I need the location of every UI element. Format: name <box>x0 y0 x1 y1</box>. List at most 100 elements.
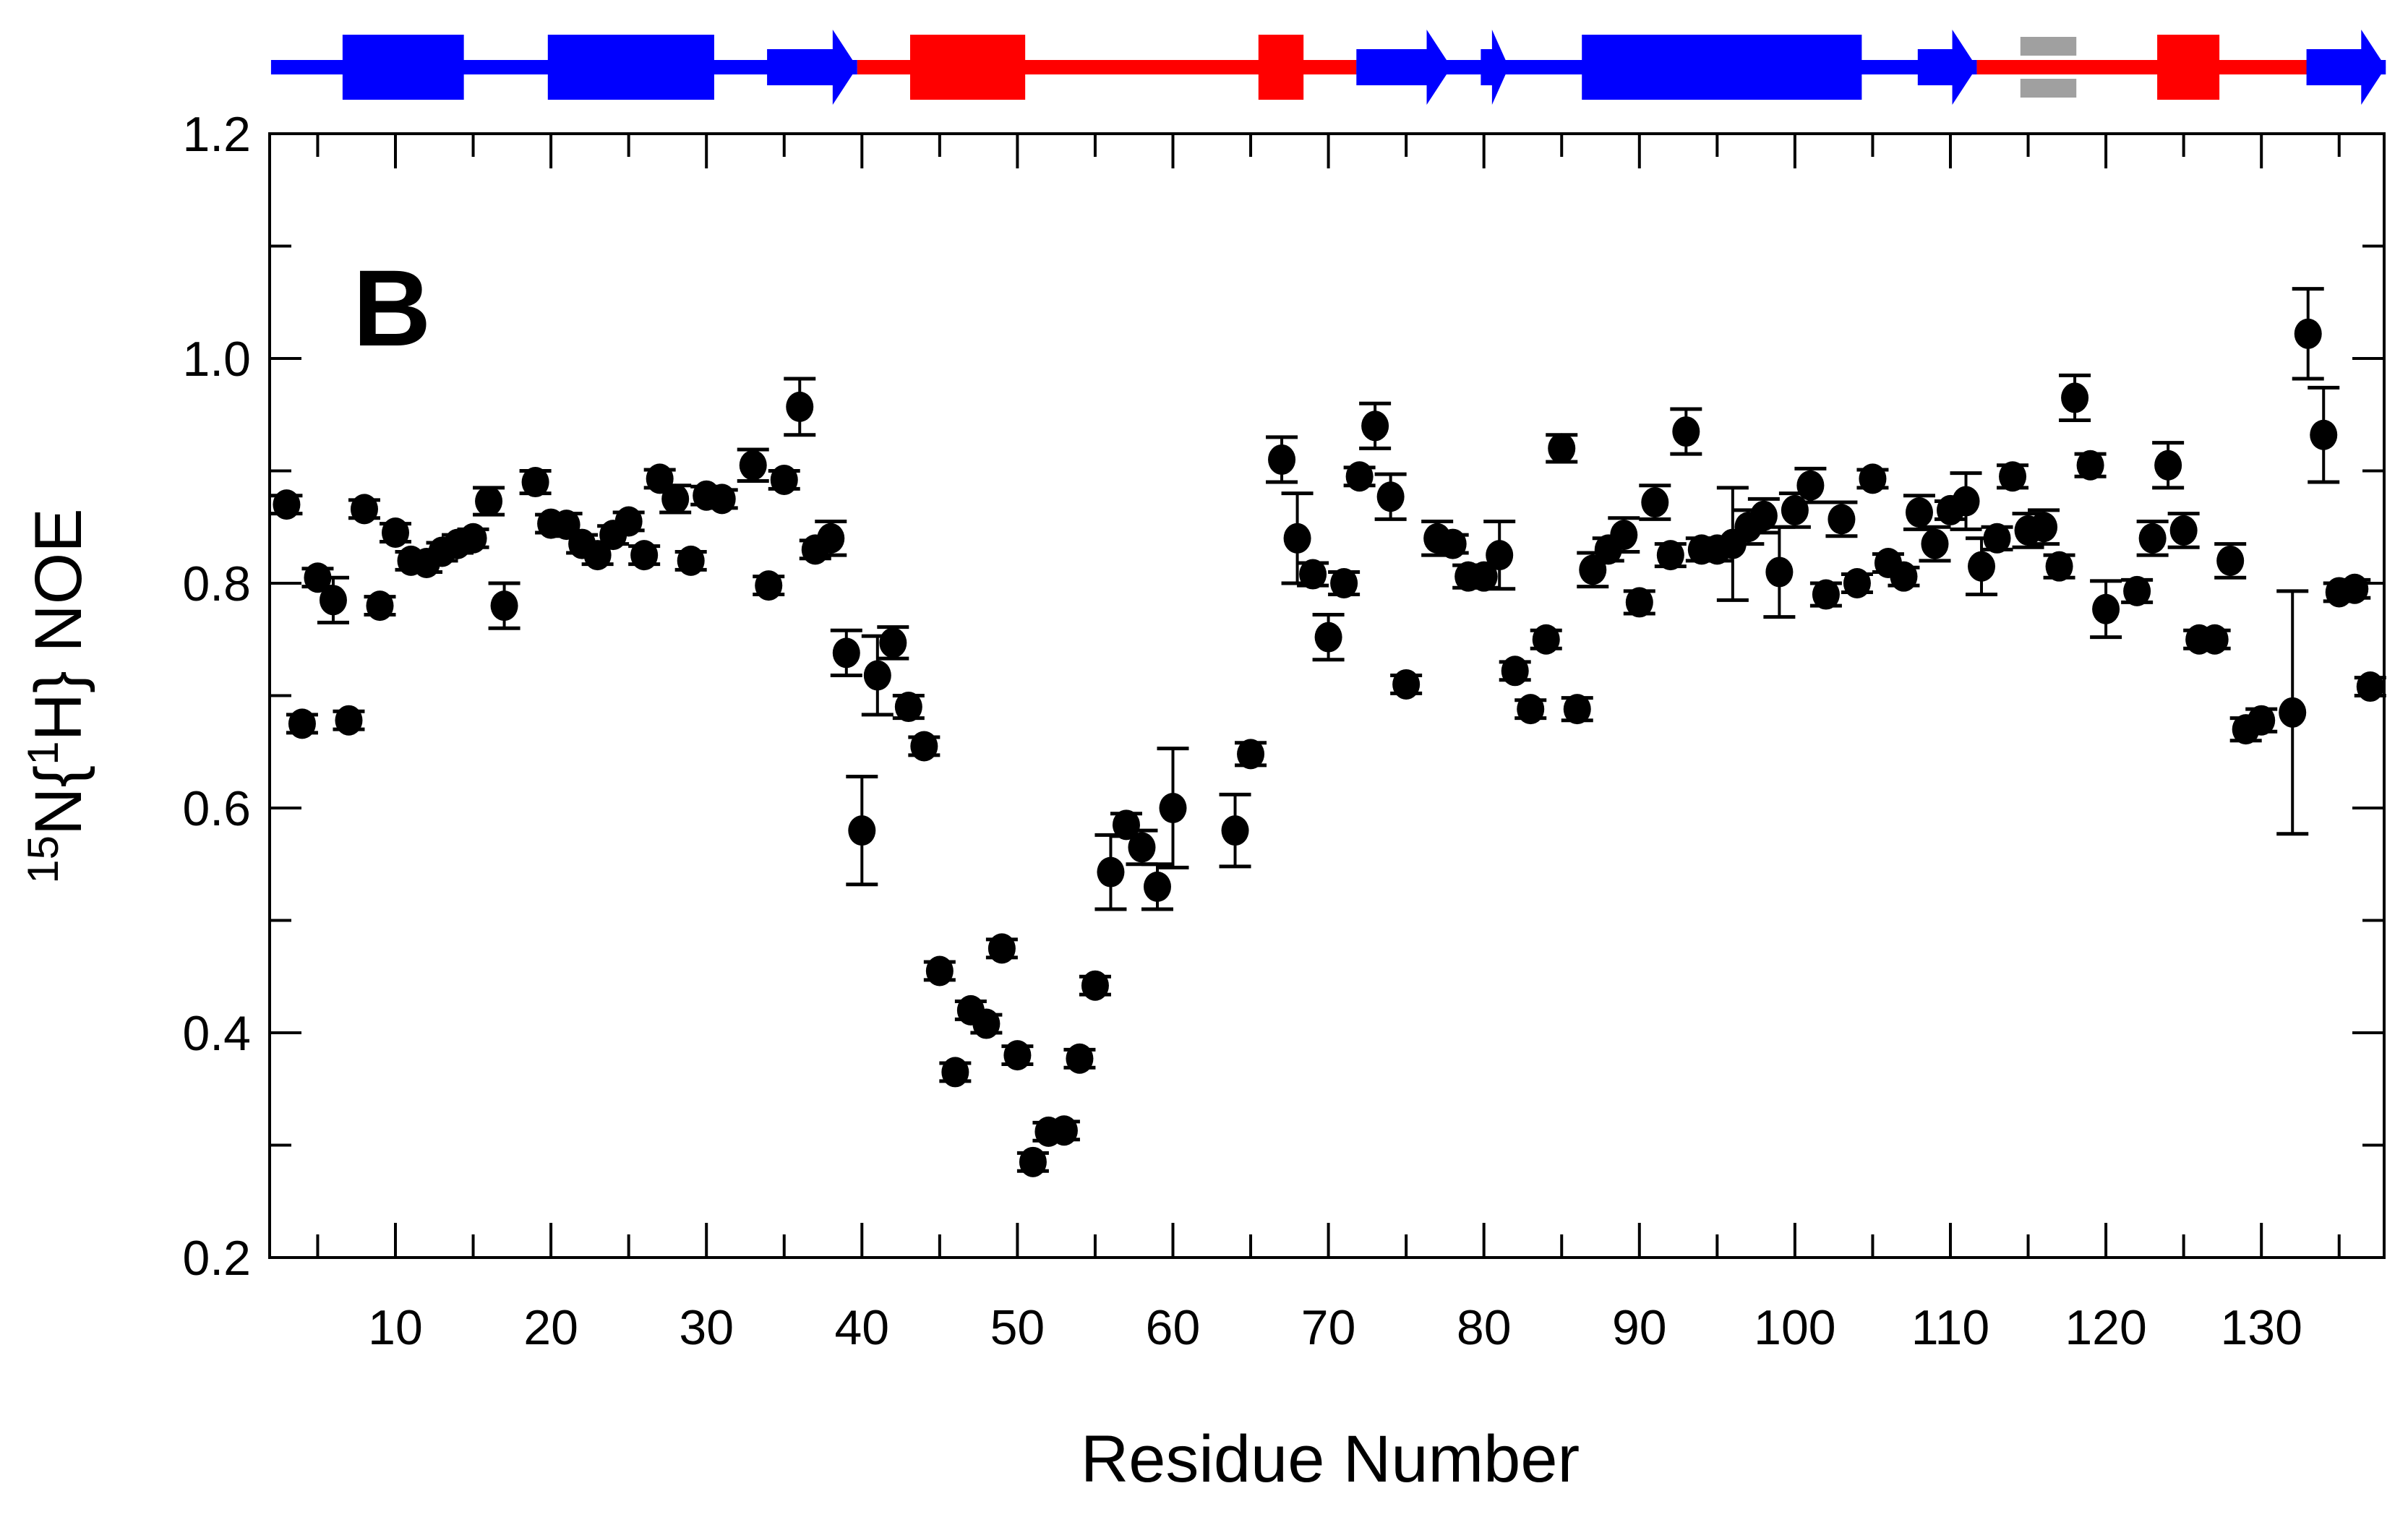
ss-coil-line <box>1976 60 2308 74</box>
marker-dot <box>1532 624 1560 655</box>
plot-frame <box>268 132 2386 1259</box>
marker-dot <box>350 494 378 525</box>
x-tick-label: 70 <box>1301 1300 1356 1355</box>
marker-dot <box>786 391 814 422</box>
marker-dot <box>1517 694 1545 725</box>
y-tick-label: 0.6 <box>182 781 251 836</box>
marker-dot <box>1112 809 1140 841</box>
marker-dot <box>1330 568 1358 598</box>
data-point <box>1888 561 1920 592</box>
marker-dot <box>490 590 518 622</box>
data-point <box>1297 559 1329 590</box>
marker-dot <box>630 540 659 571</box>
marker-dot <box>1812 579 1840 610</box>
data-point <box>2028 508 2060 546</box>
marker-dot <box>770 464 798 495</box>
x-tick-label: 50 <box>990 1300 1045 1355</box>
ss-helix <box>342 35 464 100</box>
marker-dot <box>1672 416 1700 447</box>
data-point <box>473 486 505 517</box>
data-point <box>1390 669 1423 700</box>
marker-dot <box>1999 461 2027 492</box>
marker-dot <box>1781 494 1809 525</box>
marker-dot <box>1283 523 1311 554</box>
data-point <box>1546 433 1578 464</box>
data-point <box>1328 568 1361 598</box>
marker-dot <box>335 705 363 736</box>
data-point <box>970 1008 1003 1039</box>
x-tick-label: 120 <box>2065 1300 2146 1355</box>
marker-dot <box>1128 832 1156 863</box>
data-point <box>737 447 769 483</box>
data-point <box>1266 435 1298 484</box>
marker-dot <box>2076 450 2104 481</box>
data-point <box>1670 407 1702 456</box>
data-point <box>2308 385 2340 484</box>
data-point <box>1047 1115 1080 1146</box>
data-point <box>830 628 862 678</box>
y-axis-title: 15N{1H} NOE <box>19 508 95 883</box>
marker-dot <box>1486 540 1514 571</box>
secondary-structure-track <box>270 30 2386 105</box>
y-axis-title-text: 15N{1H} NOE <box>19 508 95 883</box>
data-point <box>1561 694 1593 725</box>
marker-dot <box>1081 970 1109 1001</box>
marker-dot <box>475 486 503 517</box>
data-point <box>985 933 1018 964</box>
marker-dot <box>894 692 922 723</box>
data-point <box>628 540 661 571</box>
y-tick-label: 1.0 <box>182 332 251 387</box>
marker-dot <box>1314 622 1342 653</box>
data-point <box>846 774 878 887</box>
marker-dot <box>2310 419 2338 450</box>
data-point <box>2136 519 2169 557</box>
ss-strand-arrow <box>767 30 857 105</box>
x-tick-label: 20 <box>523 1300 578 1355</box>
marker-dot <box>941 1057 969 1088</box>
data-point <box>674 545 707 576</box>
data-point <box>1079 970 1111 1001</box>
data-point <box>1623 587 1655 618</box>
data-point <box>908 731 941 762</box>
marker-dot <box>1548 433 1576 464</box>
marker-dot <box>832 637 860 669</box>
marker-dot <box>2123 575 2151 606</box>
marker-dot <box>1501 656 1529 687</box>
marker-dot <box>1828 504 1856 535</box>
marker-dot <box>1921 528 1949 559</box>
marker-dot <box>1859 463 1887 494</box>
y-tick-label: 0.4 <box>182 1006 251 1061</box>
data-point <box>317 575 349 624</box>
data-point <box>939 1057 972 1088</box>
data-point <box>923 955 956 987</box>
ss-strand-arrow <box>1481 30 1509 105</box>
data-point <box>1436 528 1469 559</box>
marker-dot <box>1890 561 1918 592</box>
data-point <box>519 467 552 498</box>
marker-dot <box>1268 444 1296 475</box>
marker-dot <box>910 731 938 762</box>
marker-dot <box>1019 1146 1047 1177</box>
data-point <box>2214 542 2247 580</box>
x-tick-label: 80 <box>1457 1300 1512 1355</box>
marker-dot <box>817 523 845 554</box>
data-point <box>1063 1043 1096 1074</box>
data-point <box>2090 579 2122 640</box>
x-tick-label: 130 <box>2220 1300 2302 1355</box>
data-point <box>1312 613 1345 662</box>
marker-dot <box>972 1008 1001 1039</box>
x-tick-label: 100 <box>1754 1300 1835 1355</box>
data-point <box>286 708 318 739</box>
data-point <box>1157 747 1189 869</box>
marker-dot <box>1952 486 1980 517</box>
marker-dot <box>1299 559 1327 590</box>
data-point <box>348 494 380 525</box>
marker-dot <box>1050 1115 1078 1146</box>
data-point <box>892 692 925 723</box>
marker-dot <box>1097 856 1125 888</box>
data-point <box>1981 523 2013 554</box>
data-point <box>2074 450 2107 481</box>
ss-gray-bar <box>2020 37 2077 56</box>
data-point <box>1141 862 1173 911</box>
data-point <box>877 625 909 661</box>
